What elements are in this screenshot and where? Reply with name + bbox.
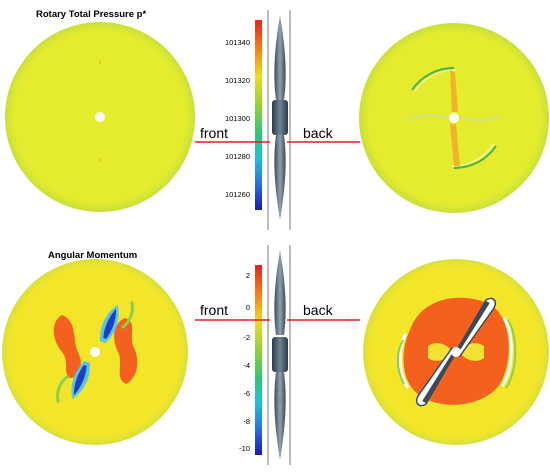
bottom-front-label: front [200,302,228,318]
top-colorbar-tick-2: 101300 [225,114,250,123]
top-propeller-side-view [267,10,291,230]
bottom-colorbar-tick-0: 2 [246,271,250,280]
top-colorbar-tick-4: 101260 [225,190,250,199]
bottom-colorbar-tick-6: -10 [239,444,250,453]
top-colorbar: 101340 101320 101300 101280 101260 [225,20,262,210]
top-back-label: back [303,125,334,141]
bottom-colorbar-tick-5: -8 [243,417,250,426]
top-back-disk [359,23,549,213]
bottom-colorbar-tick-1: 0 [246,303,250,312]
top-front-label: front [200,125,228,141]
top-front-disk [5,22,195,212]
bottom-colorbar-tick-4: -6 [243,389,250,398]
bottom-back-disk [363,259,549,445]
bottom-colorbar: 2 0 -2 -4 -6 -8 -10 [239,265,262,455]
bottom-front-disk [2,259,188,445]
top-colorbar-tick-1: 101320 [225,76,250,85]
bottom-colorbar-tick-3: -4 [243,361,250,370]
bottom-colorbar-tick-2: -2 [243,333,250,342]
bottom-propeller-side-view [267,245,291,465]
top-panel-title: Rotary Total Pressure p* [36,9,146,20]
top-colorbar-tick-0: 101340 [225,38,250,47]
bottom-panel-title: Angular Momentum [48,250,137,261]
bottom-back-label: back [303,302,334,318]
top-colorbar-tick-3: 101280 [225,152,250,161]
